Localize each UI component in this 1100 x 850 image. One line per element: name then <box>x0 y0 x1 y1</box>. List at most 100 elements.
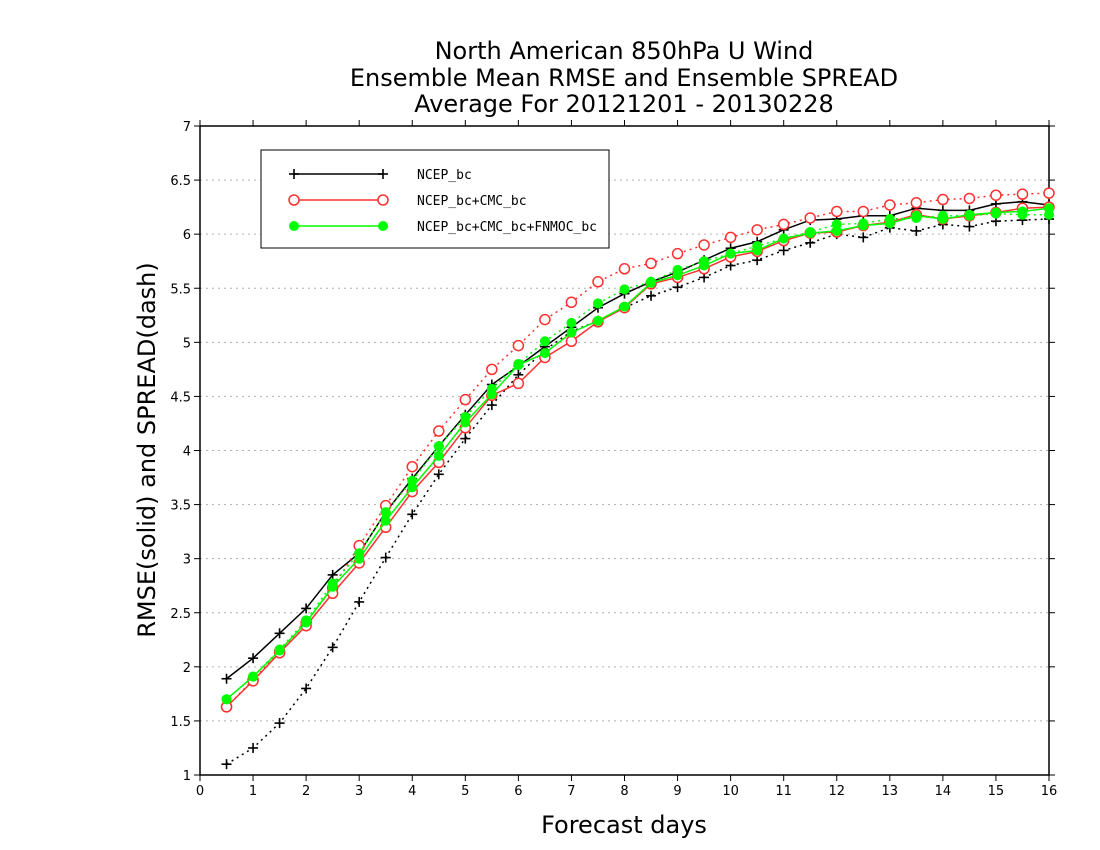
marker-dot <box>1044 203 1054 214</box>
marker-circle <box>857 205 870 218</box>
marker-plus <box>805 237 816 248</box>
marker-plus <box>378 169 388 179</box>
marker-dot <box>1017 206 1028 217</box>
marker-circle <box>884 199 896 211</box>
marker-dot <box>289 221 299 231</box>
spread-line <box>226 218 1050 765</box>
series-2 <box>221 203 1054 705</box>
x-tick-label: 0 <box>196 784 204 799</box>
marker-dot <box>778 233 789 244</box>
marker-circle <box>512 377 525 390</box>
y-axis-label: RMSE(solid) and SPREAD(dash) <box>133 262 161 638</box>
x-tick-label: 4 <box>408 784 416 799</box>
marker-plus <box>672 282 683 293</box>
marker-dot <box>805 228 816 239</box>
marker-dot <box>433 450 444 461</box>
marker-dot <box>752 245 763 256</box>
chart-title-line-2: Ensemble Mean RMSE and Ensemble SPREAD <box>349 64 899 92</box>
x-tick-label: 7 <box>567 784 575 799</box>
marker-plus <box>301 683 312 694</box>
marker-dot <box>378 221 388 231</box>
marker-dot <box>725 248 736 259</box>
x-tick-label: 8 <box>620 784 628 799</box>
marker-dot <box>592 298 603 309</box>
marker-circle <box>671 247 684 260</box>
marker-circle <box>937 193 949 206</box>
marker-circle <box>288 194 300 206</box>
marker-plus <box>248 742 259 753</box>
marker-dot <box>566 327 577 338</box>
marker-circle <box>377 194 389 206</box>
marker-dot <box>646 277 657 288</box>
legend-label: NCEP_bc+CMC_bc <box>417 194 527 209</box>
marker-circle <box>1043 187 1055 199</box>
marker-circle <box>751 224 763 236</box>
axes: 11.522.533.544.555.566.570 1 2 3 4 5 6 7 8 9 10 11 1… <box>170 120 1057 799</box>
marker-circle <box>565 335 578 348</box>
marker-dot <box>858 220 869 231</box>
marker-circle <box>618 263 631 275</box>
marker-circle <box>539 313 551 326</box>
rmse-line <box>226 207 1050 700</box>
y-tick-label: 7 <box>183 120 191 135</box>
marker-plus <box>221 673 232 684</box>
marker-circle <box>459 393 472 406</box>
x-tick-label: 15 <box>988 784 1005 799</box>
legend-item: NCEP_bc+CMC_bc <box>288 194 527 209</box>
marker-circle <box>910 197 923 209</box>
marker-plus <box>221 759 232 770</box>
series-1 <box>220 187 1055 713</box>
legend-box <box>260 149 610 249</box>
x-tick-label: 1 <box>249 784 257 799</box>
marker-circle <box>990 189 1002 201</box>
marker-plus <box>380 552 391 563</box>
marker-circle <box>512 339 525 352</box>
marker-dot <box>221 694 232 705</box>
y-tick-label: 3.5 <box>170 499 191 514</box>
marker-dot <box>619 284 630 295</box>
x-tick-label: 6 <box>514 784 522 799</box>
marker-circle <box>486 363 498 376</box>
marker-dot <box>407 482 418 493</box>
y-tick-label: 4.5 <box>170 390 191 405</box>
marker-dot <box>831 225 842 236</box>
x-tick-label: 9 <box>673 784 681 799</box>
marker-plus <box>327 642 338 653</box>
marker-dot <box>433 441 444 452</box>
x-axis-label: Forecast days <box>541 811 707 839</box>
marker-dot <box>539 336 550 347</box>
x-tick-label: 11 <box>775 784 792 799</box>
legend-label: NCEP_bc <box>417 168 472 183</box>
marker-dot <box>990 207 1001 218</box>
marker-plus <box>858 232 869 243</box>
marker-plus <box>433 469 444 480</box>
marker-dot <box>699 260 710 271</box>
grid-lines <box>200 179 1049 722</box>
marker-dot <box>964 209 975 220</box>
x-tick-label: 13 <box>882 784 899 799</box>
legend-label: NCEP_bc+CMC_bc+FNMOC_bc <box>417 220 597 235</box>
y-tick-label: 4 <box>183 445 191 460</box>
marker-circle <box>406 460 418 473</box>
marker-dot <box>539 348 550 359</box>
spread-line <box>225 192 1050 708</box>
marker-circle <box>592 276 604 288</box>
marker-circle <box>433 425 445 437</box>
marker-circle <box>724 231 737 244</box>
marker-dot <box>672 270 683 281</box>
legend-item: NCEP_bc <box>289 168 472 183</box>
x-tick-label: 3 <box>355 784 363 799</box>
marker-dot <box>513 360 524 371</box>
rmse-line <box>226 200 1050 680</box>
marker-dot <box>566 317 577 328</box>
marker-circle <box>804 212 816 224</box>
marker-plus <box>327 569 338 580</box>
y-tick-label: 1.5 <box>170 715 191 730</box>
marker-dot <box>884 218 895 229</box>
legend-item: NCEP_bc+CMC_bc+FNMOC_bc <box>289 220 597 235</box>
chart-title-line-3: Average For 20121201 - 20130228 <box>414 90 834 118</box>
marker-dot <box>274 645 285 656</box>
marker-dot <box>592 315 603 326</box>
marker-dot <box>248 671 259 682</box>
y-tick-label: 2.5 <box>170 607 191 622</box>
